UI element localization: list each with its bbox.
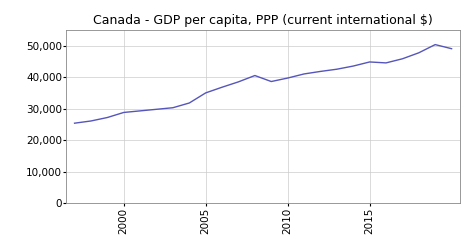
Title: Canada - GDP per capita, PPP (current international $): Canada - GDP per capita, PPP (current in… <box>93 14 433 27</box>
